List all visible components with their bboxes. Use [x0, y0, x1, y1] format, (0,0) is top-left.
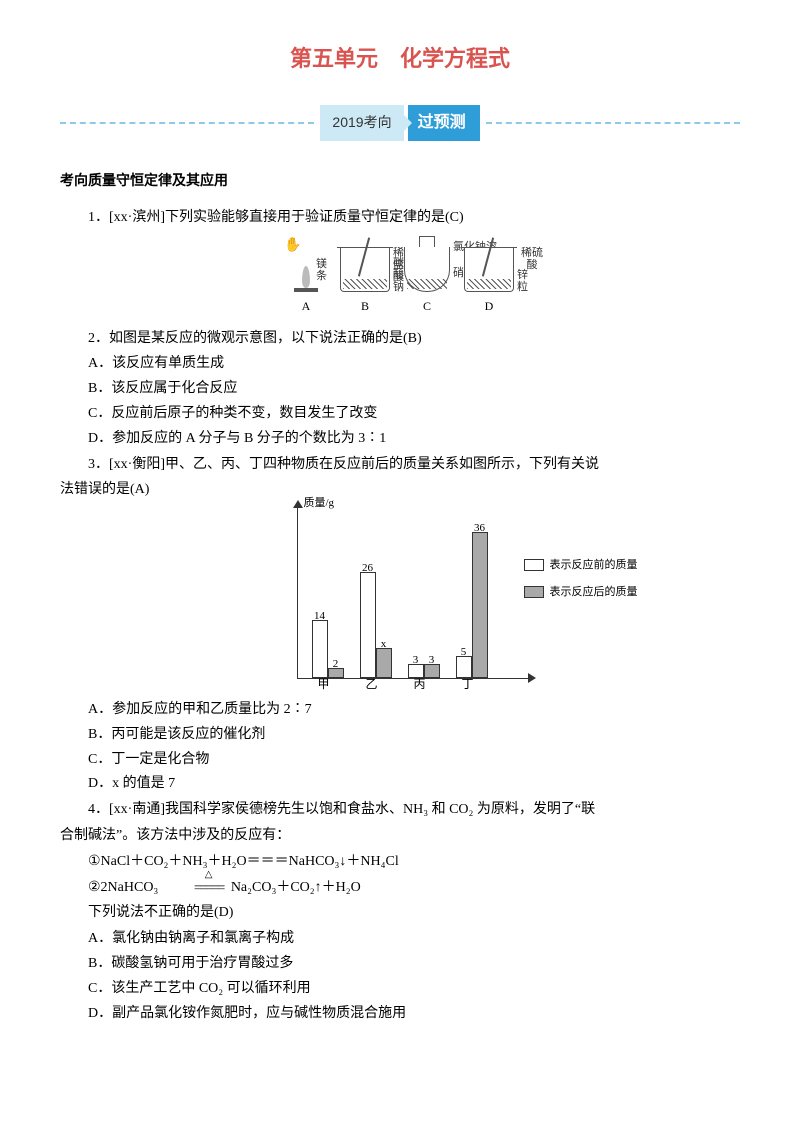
- legend-swatch-before: [524, 559, 544, 571]
- q3-stem-line1: 3．[xx·衡阳]甲、乙、丙、丁四种物质在反应前后的质量关系如图所示，下列有关说: [60, 453, 740, 477]
- y-axis-arrow-icon: [293, 500, 303, 508]
- banner-label: 过预测: [408, 105, 480, 140]
- bar-yi-before: 26: [360, 572, 376, 678]
- q3-opt-d: D．x 的值是 7: [60, 772, 740, 796]
- q1-stem: 1．[xx·滨州]下列实验能够直接用于验证质量守恒定律的是(C): [60, 206, 740, 230]
- q3-chart: 质量/g 14 2 甲 26 x 乙 3 3 丙 5 36 丁 表示反应前的质量…: [60, 508, 740, 688]
- banner-tag: 2019考向 过预测: [320, 105, 479, 140]
- chart-legend: 表示反应前的质量 表示反应后的质量: [524, 548, 638, 609]
- q4-stem-line1: 4．[xx·南通]我国科学家侯德榜先生以饱和食盐水、NH₃ 和 CO₂ 为原料，…: [60, 798, 740, 822]
- banner-year: 2019考向: [320, 105, 403, 140]
- bar-jia-after: 2: [328, 668, 344, 678]
- xcat-jia: 甲: [318, 674, 330, 694]
- q1-a-cap: A: [302, 296, 311, 316]
- q2-opt-c: C．反应前后原子的种类不变，数目发生了改变: [60, 402, 740, 426]
- legend-swatch-after: [524, 586, 544, 598]
- q3-stem-line2: 法错误的是(A): [60, 478, 740, 502]
- q1-fig-b: 稀盐酸 碳酸钠 B: [340, 247, 390, 316]
- q4-eq2-condition: △: [162, 876, 227, 900]
- banner-dash-left: [60, 122, 314, 124]
- xcat-yi: 乙: [366, 674, 378, 694]
- q4-opt-c: C．该生产工艺中 CO₂ 可以循环利用: [60, 977, 740, 1001]
- q1-d-bottom: 锌粒: [517, 269, 528, 293]
- page-title: 第五单元 化学方程式: [60, 40, 740, 77]
- banner-arrow-icon: [404, 115, 412, 131]
- y-axis-label: 质量/g: [304, 494, 335, 513]
- q2-opt-b: B．该反应属于化合反应: [60, 377, 740, 401]
- q3-opt-c: C．丁一定是化合物: [60, 748, 740, 772]
- q1-fig-d: 稀硫酸 锌粒 D: [464, 247, 514, 316]
- q1-c-cap: C: [423, 296, 431, 316]
- bar-yi-after: x: [376, 648, 392, 678]
- q1-b-cap: B: [361, 296, 369, 316]
- q4-stem-line2: 合制碱法”。该方法中涉及的反应有：: [60, 824, 740, 848]
- q1-d-cap: D: [485, 296, 494, 316]
- bar-jia-before: 14: [312, 620, 328, 678]
- xcat-ding: 丁: [462, 674, 474, 694]
- q2-opt-a: A．该反应有单质生成: [60, 352, 740, 376]
- q4-eq2-left: ②2NaHCO₃: [88, 880, 158, 895]
- q1-figure: ✋ 镁条 A 稀盐酸 碳酸钠 B 氯化钠溶液 硝酸银溶液: [60, 236, 740, 316]
- banner-dash-right: [486, 122, 740, 124]
- q4-opt-d: D．副产品氯化铵作氮肥时，应与碱性物质混合施用: [60, 1002, 740, 1026]
- q2-opt-d: D．参加反应的 A 分子与 B 分子的个数比为 3∶1: [60, 427, 740, 451]
- bar-bing-after: 3: [424, 664, 440, 678]
- section-heading: 考向质量守恒定律及其应用: [60, 169, 740, 193]
- q1-d-top: 稀硫酸: [517, 247, 547, 271]
- q4-eq2-right: Na₂CO₃＋CO₂↑＋H₂O: [231, 880, 361, 895]
- q4-opt-a: A．氯化钠由钠离子和氯离子构成: [60, 927, 740, 951]
- q4-equation-2: ②2NaHCO₃ △ Na₂CO₃＋CO₂↑＋H₂O: [60, 876, 740, 900]
- q3-opt-a: A．参加反应的甲和乙质量比为 2∶7: [60, 698, 740, 722]
- q1-a-label: 镁条: [316, 258, 327, 282]
- legend-after-label: 表示反应后的质量: [550, 583, 638, 602]
- xcat-bing: 丙: [414, 674, 426, 694]
- q4-opt-b: B．碳酸氢钠可用于治疗胃酸过多: [60, 952, 740, 976]
- x-axis-arrow-icon: [528, 673, 536, 683]
- legend-before-label: 表示反应前的质量: [550, 556, 638, 575]
- q4-equation-1: ①NaCl＋CO₂＋NH₃＋H₂O＝＝＝NaHCO₃↓＋NH₄Cl: [60, 850, 740, 874]
- q1-fig-a: ✋ 镁条 A: [286, 252, 326, 316]
- q1-b-bottom: 碳酸钠: [393, 257, 404, 293]
- bar-ding-after: 36: [472, 532, 488, 678]
- q4-line3: 下列说法不正确的是(D): [60, 901, 740, 925]
- section-banner: 2019考向 过预测: [60, 105, 740, 140]
- q3-opt-b: B．丙可能是该反应的催化剂: [60, 723, 740, 747]
- q1-fig-c: 氯化钠溶液 硝酸银溶液 C: [404, 236, 450, 316]
- q2-stem: 2．如图是某反应的微观示意图，以下说法正确的是(B): [60, 327, 740, 351]
